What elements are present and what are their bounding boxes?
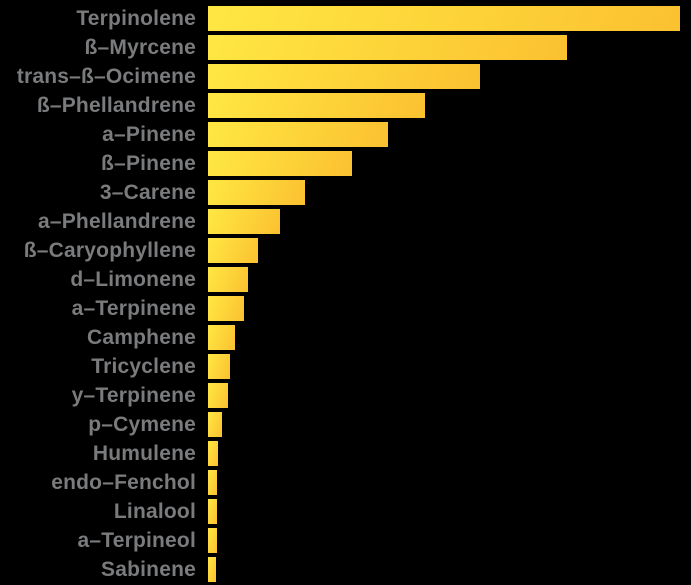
bar-label: Humulene (92, 442, 196, 465)
bar (208, 557, 216, 582)
bar (208, 383, 228, 408)
chart-row: Sabinene (0, 555, 691, 584)
bar-label: endo–Fenchol (51, 471, 196, 494)
chart-row: a–Terpinene (0, 294, 691, 323)
chart-row: Linalool (0, 497, 691, 526)
chart-row: y–Terpinene (0, 381, 691, 410)
bar-label: ß–Phellandrene (36, 94, 196, 117)
chart-row: 3–Carene (0, 178, 691, 207)
bar-label: d–Limonene (70, 268, 196, 291)
chart-row: Camphene (0, 323, 691, 352)
chart-row: a–Terpineol (0, 526, 691, 555)
bar-label: ß–Myrcene (84, 36, 196, 59)
bar (208, 35, 567, 60)
bar (208, 151, 352, 176)
chart-row: Tricyclene (0, 352, 691, 381)
chart-row: trans–ß–Ocimene (0, 62, 691, 91)
bar-label: trans–ß–Ocimene (16, 65, 196, 88)
bar-label: Terpinolene (76, 7, 196, 30)
bar (208, 267, 248, 292)
bar-label: a–Pinene (102, 123, 196, 146)
bar-label: ß–Caryophyllene (23, 239, 196, 262)
bar (208, 209, 280, 234)
bar-label: ß–Pinene (101, 152, 196, 175)
chart-row: endo–Fenchol (0, 468, 691, 497)
chart-row: a–Pinene (0, 120, 691, 149)
bar (208, 354, 230, 379)
chart-row: ß–Phellandrene (0, 91, 691, 120)
bar-label: y–Terpinene (71, 384, 196, 407)
chart-row: Terpinolene (0, 4, 691, 33)
bar (208, 441, 218, 466)
chart-row: ß–Pinene (0, 149, 691, 178)
chart-row: a–Phellandrene (0, 207, 691, 236)
bar (208, 238, 258, 263)
bar (208, 6, 680, 31)
bar-label: a–Terpineol (77, 529, 196, 552)
bar-label: Linalool (113, 500, 196, 523)
bar (208, 412, 222, 437)
bar-label: Camphene (87, 326, 196, 349)
bar-label: p–Cymene (88, 413, 196, 436)
bar (208, 325, 235, 350)
bar-label: Sabinene (101, 558, 196, 581)
bar (208, 93, 425, 118)
bar (208, 296, 244, 321)
chart-row: p–Cymene (0, 410, 691, 439)
chart-row: d–Limonene (0, 265, 691, 294)
bar-label: a–Terpinene (71, 297, 196, 320)
bar (208, 64, 480, 89)
chart-row: ß–Myrcene (0, 33, 691, 62)
bar (208, 499, 217, 524)
bar (208, 528, 217, 553)
chart-row: ß–Caryophyllene (0, 236, 691, 265)
bar (208, 470, 217, 495)
bar (208, 180, 305, 205)
bar-label: 3–Carene (99, 181, 196, 204)
bar-label: Tricyclene (91, 355, 196, 378)
bar-label: a–Phellandrene (37, 210, 196, 233)
chart-row: Humulene (0, 439, 691, 468)
bar (208, 122, 388, 147)
